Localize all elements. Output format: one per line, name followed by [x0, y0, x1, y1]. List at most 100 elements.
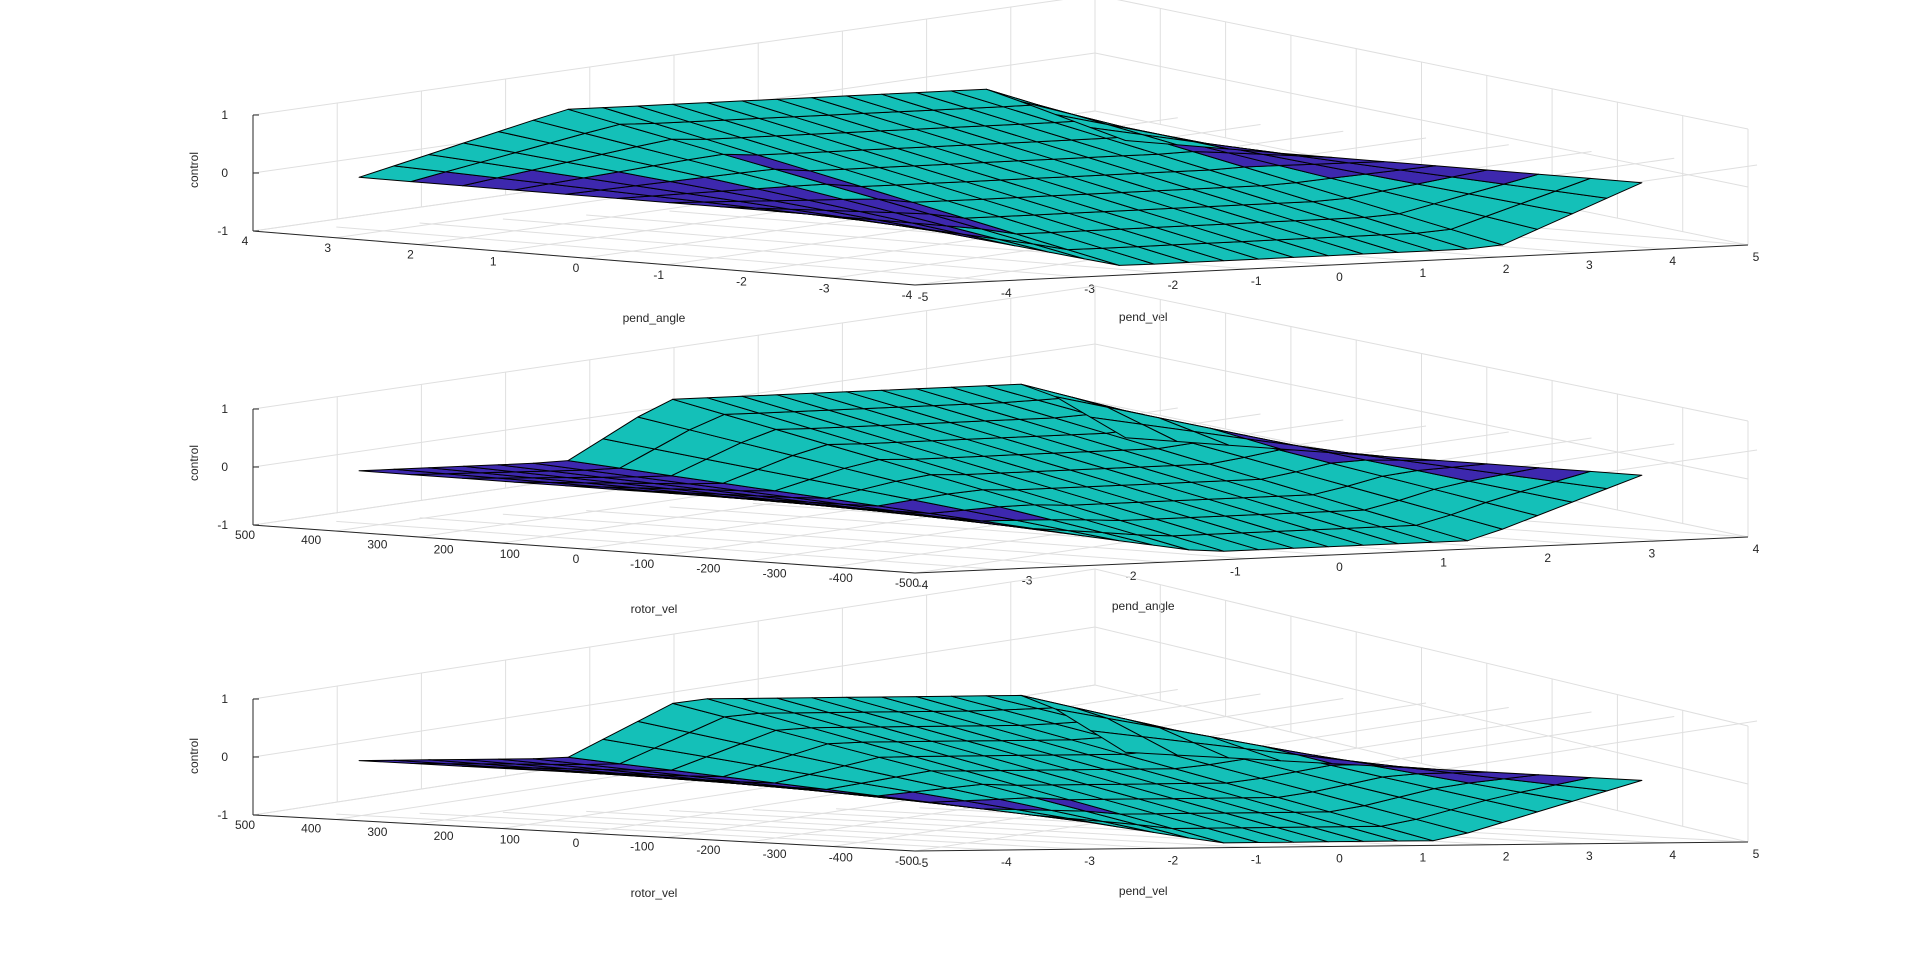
- grid-line: [502, 513, 1165, 563]
- y-tick-label: 2: [1544, 551, 1551, 565]
- x-axis-label: rotor_vel: [631, 602, 678, 616]
- x-axis-label: rotor_vel: [631, 886, 678, 900]
- x-tick-label: 4: [242, 234, 249, 248]
- y-axis: [914, 841, 1749, 852]
- z-tick-label: -1: [217, 224, 228, 238]
- grid-line: [336, 520, 999, 570]
- x-tick-label: 300: [367, 538, 387, 552]
- x-tick-label: 100: [500, 547, 520, 561]
- x-tick-label: 0: [573, 261, 580, 275]
- y-tick-label: -1: [1230, 565, 1241, 579]
- y-tick-label: -2: [1126, 569, 1137, 583]
- y-tick-label: 0: [1336, 852, 1343, 866]
- y-tick-label: -3: [1022, 574, 1033, 588]
- y-tick-label: -5: [918, 856, 929, 870]
- y-tick-label: -4: [1001, 855, 1012, 869]
- y-tick-label: 5: [1753, 250, 1760, 264]
- x-tick-label: 2: [407, 248, 414, 262]
- y-axis-label: pend_vel: [1119, 310, 1168, 324]
- x-tick-label: 0: [573, 836, 580, 850]
- surface-plot-2: 1 0 -1 control 500 400 300 200 100 0 -100 -200 -300 -…: [187, 285, 1760, 616]
- x-axis: [252, 814, 916, 852]
- z-tick-label: 0: [221, 460, 228, 474]
- x-tick-label: 400: [301, 533, 321, 547]
- y-tick-label: 1: [1419, 266, 1426, 280]
- z-tick-label: 1: [221, 402, 228, 416]
- grid-line: [419, 222, 1082, 278]
- y-tick-label: -1: [1251, 852, 1262, 866]
- y-tick-label: 4: [1753, 542, 1760, 556]
- grid-line: [336, 226, 999, 282]
- x-tick-label: -100: [630, 840, 654, 854]
- y-tick-label: -2: [1168, 853, 1179, 867]
- y-tick-label: 3: [1586, 849, 1593, 863]
- y-tick-label: 5: [1753, 847, 1760, 861]
- y-tick-label: 1: [1419, 851, 1426, 865]
- x-tick-label: 100: [500, 832, 520, 846]
- y-tick-label: 2: [1503, 262, 1510, 276]
- y-tick-label: -3: [1084, 854, 1095, 868]
- grid-line: [252, 343, 1749, 480]
- y-tick-label: 2: [1503, 850, 1510, 864]
- x-tick-label: -2: [736, 275, 747, 289]
- grid-line: [252, 0, 1749, 130]
- grid-line: [336, 813, 999, 851]
- surface-facet: [1090, 127, 1178, 146]
- x-tick-label: 200: [434, 542, 454, 556]
- y-tick-label: -4: [918, 578, 929, 592]
- grid-line: [252, 626, 1749, 785]
- z-tick-label: 0: [221, 166, 228, 180]
- x-axis: [252, 524, 916, 574]
- x-axis-label: pend_angle: [623, 311, 686, 325]
- z-tick-label: -1: [217, 808, 228, 822]
- grid-line: [502, 811, 1165, 849]
- x-tick-label: 3: [324, 241, 331, 255]
- y-axis-label: pend_angle: [1112, 599, 1175, 613]
- z-tick-label: 1: [221, 692, 228, 706]
- grid-line: [419, 517, 1082, 567]
- x-tick-label: 500: [235, 528, 255, 542]
- y-tick-label: 0: [1336, 560, 1343, 574]
- x-tick-label: 400: [301, 822, 321, 836]
- y-tick-label: -1: [1251, 274, 1262, 288]
- surface-facet: [1090, 416, 1178, 442]
- x-tick-label: -200: [696, 843, 720, 857]
- x-tick-label: 200: [434, 829, 454, 843]
- grid-line: [586, 810, 1249, 848]
- y-tick-label: -4: [1001, 286, 1012, 300]
- x-tick-label: -500: [895, 576, 919, 590]
- y-axis: [914, 536, 1749, 574]
- surface-facet: [1090, 730, 1178, 756]
- y-tick-label: -2: [1168, 278, 1179, 292]
- y-tick-label: 4: [1669, 254, 1676, 268]
- x-tick-label: -300: [763, 847, 787, 861]
- x-tick-label: -400: [829, 571, 853, 585]
- grid-line: [502, 218, 1165, 274]
- grid-line: [252, 568, 1749, 727]
- y-tick-label: 0: [1336, 270, 1343, 284]
- z-tick-label: 0: [221, 750, 228, 764]
- x-tick-label: -3: [819, 281, 830, 295]
- y-axis: [914, 244, 1749, 286]
- x-tick-label: 300: [367, 825, 387, 839]
- grid-line: [419, 812, 1082, 850]
- z-tick-label: -1: [217, 518, 228, 532]
- z-tick-label: 1: [221, 108, 228, 122]
- z-axis-label: control: [187, 738, 201, 774]
- x-tick-label: 0: [573, 552, 580, 566]
- x-tick-label: -500: [895, 854, 919, 868]
- y-tick-label: 4: [1669, 848, 1676, 862]
- y-tick-label: -5: [918, 290, 929, 304]
- y-tick-label: 3: [1649, 547, 1656, 561]
- x-tick-label: 500: [235, 818, 255, 832]
- z-axis-label: control: [187, 152, 201, 188]
- x-tick-label: -100: [630, 557, 654, 571]
- x-tick-label: -400: [829, 850, 853, 864]
- grid-line: [586, 510, 1249, 560]
- x-tick-label: -1: [653, 268, 664, 282]
- x-tick-label: -4: [902, 288, 913, 302]
- surface-plot-3: 1 0 -1 control 500 400 300 200 100 0 -100 -200 -300 -…: [187, 568, 1760, 900]
- y-tick-label: 3: [1586, 258, 1593, 272]
- z-axis-label: control: [187, 445, 201, 481]
